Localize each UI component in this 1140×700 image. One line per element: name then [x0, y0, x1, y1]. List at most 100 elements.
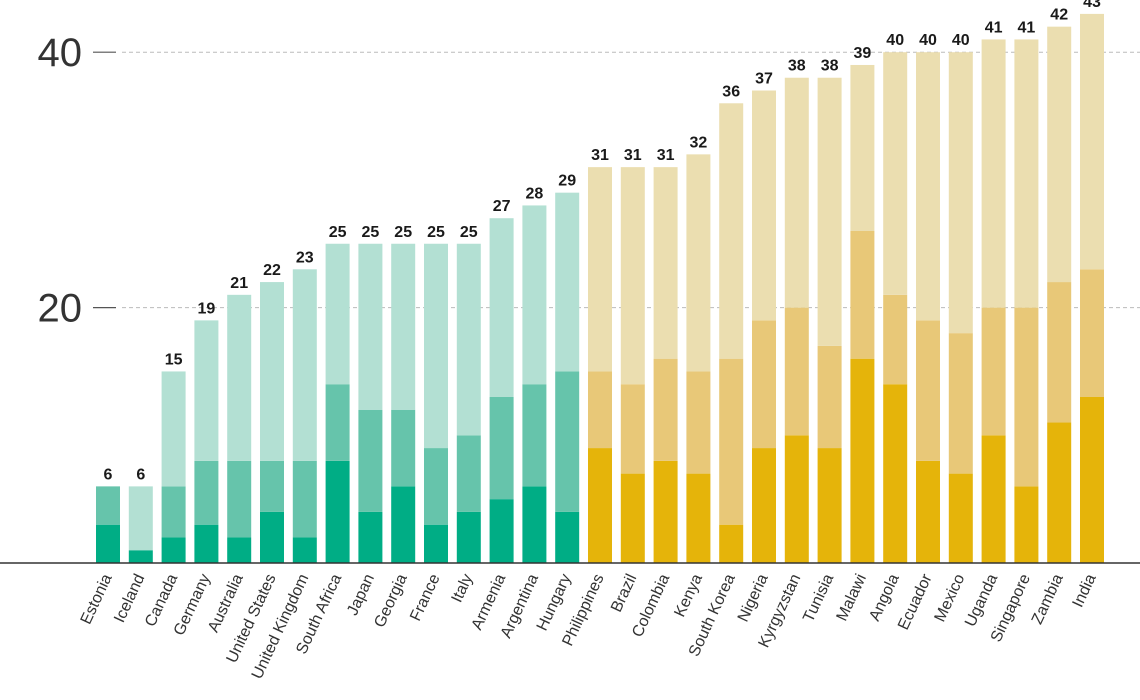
- bar-segment: [260, 511, 284, 563]
- bar-segment: [96, 486, 120, 525]
- bar-segment: [227, 537, 252, 563]
- x-tick-label: India: [1070, 571, 1100, 610]
- bar-segment: [784, 435, 809, 563]
- data-label: 40: [886, 32, 904, 49]
- x-tick-label: Italy: [449, 572, 477, 606]
- bar-segment: [1047, 282, 1072, 423]
- bar-segment: [391, 243, 416, 410]
- data-label: 19: [198, 300, 216, 317]
- x-tick-label: Zambia: [1029, 571, 1067, 627]
- data-label: 37: [755, 71, 773, 88]
- bar-segment: [161, 486, 186, 538]
- data-label: 27: [493, 198, 511, 215]
- x-tick-label: Iceland: [111, 572, 148, 626]
- bar-segment: [686, 371, 711, 474]
- x-tick-label: France: [407, 571, 443, 623]
- y-tick-label: 40: [38, 31, 83, 75]
- bar-segment: [194, 320, 219, 461]
- bar-segment: [948, 333, 973, 474]
- bar-segment: [948, 473, 973, 563]
- bar-segment: [752, 90, 776, 321]
- bar-segment: [489, 218, 514, 397]
- x-tick-label: Kenya: [671, 571, 706, 619]
- bar-segment: [1014, 307, 1039, 487]
- bar-segment: [161, 537, 186, 563]
- bar-segment: [1080, 13, 1104, 270]
- x-tick-label: Nigeria: [735, 571, 772, 624]
- bar-segment: [981, 435, 1006, 563]
- bar-segment: [948, 52, 973, 334]
- bar-segment: [555, 192, 580, 372]
- bar-segment: [719, 103, 744, 359]
- bar-segment: [686, 473, 711, 563]
- bar-segment: [424, 448, 448, 525]
- bar-segment: [456, 243, 481, 436]
- data-label: 38: [788, 58, 806, 75]
- bar-segment: [456, 511, 481, 563]
- x-tick-label: Mexico: [932, 571, 969, 624]
- bar-segment: [686, 154, 711, 372]
- bar-segment: [719, 358, 744, 525]
- bar-segment: [489, 396, 514, 500]
- data-label: 40: [919, 32, 937, 49]
- bar-segment: [555, 511, 580, 563]
- bar-segment: [424, 524, 448, 563]
- data-label: 32: [690, 134, 708, 151]
- bar-segment: [227, 294, 252, 461]
- bar-segment: [194, 460, 219, 525]
- bar-segment: [522, 205, 547, 385]
- data-label: 43: [1083, 0, 1101, 11]
- data-label: 28: [526, 185, 544, 202]
- bar-segment: [752, 320, 776, 449]
- bar-segment: [1014, 486, 1039, 563]
- bar-segment: [916, 460, 940, 563]
- bar-segment: [358, 409, 383, 512]
- bar-segment: [588, 371, 612, 449]
- data-label: 25: [329, 224, 347, 241]
- bar-segment: [161, 371, 186, 487]
- bar-segment: [916, 320, 940, 461]
- bar-segment: [916, 52, 940, 321]
- bar-segment: [850, 230, 875, 359]
- bar-segment: [522, 486, 547, 563]
- bar-segment: [1080, 396, 1104, 563]
- bar-segment: [194, 524, 219, 563]
- bar-segment: [981, 39, 1006, 308]
- bar-segment: [391, 409, 416, 487]
- bar-segment: [128, 550, 153, 563]
- bar-segment: [522, 384, 547, 487]
- bar-segment: [128, 486, 153, 551]
- bar-segment: [424, 243, 448, 449]
- bar-segment: [260, 282, 284, 461]
- x-tick-label: Brazil: [608, 572, 640, 615]
- bar-segment: [489, 499, 514, 563]
- x-tick-label: Malawi: [834, 572, 870, 624]
- data-label: 29: [558, 173, 576, 190]
- data-label: 39: [854, 45, 872, 62]
- bar-segment: [653, 167, 678, 359]
- bar-segment: [588, 448, 612, 563]
- bar-segment: [620, 384, 645, 474]
- bar-segment: [817, 77, 842, 346]
- bar-segment: [784, 77, 809, 308]
- data-label: 6: [104, 466, 113, 483]
- data-label: 6: [136, 466, 145, 483]
- bar-segment: [325, 243, 350, 385]
- bar-segment: [260, 460, 284, 512]
- x-tick-label: Angola: [866, 571, 903, 623]
- bar-segment: [391, 486, 416, 563]
- data-label: 38: [821, 58, 839, 75]
- data-label: 25: [427, 224, 445, 241]
- data-label: 31: [591, 147, 609, 164]
- bar-segment: [1047, 422, 1072, 563]
- x-tick-label: Japan: [344, 572, 378, 619]
- bar-segment: [752, 448, 776, 563]
- bar-segment: [620, 167, 645, 385]
- data-label: 41: [985, 19, 1003, 36]
- bar-segment: [620, 473, 645, 563]
- data-label: 42: [1050, 7, 1068, 24]
- data-label: 25: [394, 224, 412, 241]
- data-label: 31: [624, 147, 642, 164]
- bar-segment: [719, 524, 744, 563]
